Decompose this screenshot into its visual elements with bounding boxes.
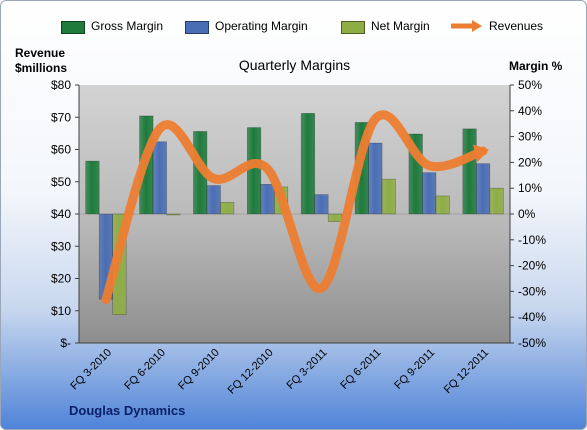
left-axis-label-line2: $millions: [15, 61, 68, 75]
legend-swatch-net-margin: [341, 21, 365, 34]
legend-label-revenues: Revenues: [489, 19, 544, 33]
right-tick-label: 0%: [518, 207, 536, 221]
category-label: FQ 6-2011: [338, 347, 383, 392]
category-label: FQ 9-2011: [392, 347, 437, 392]
left-tick-label: $50: [51, 175, 71, 189]
left-tick-label: $70: [51, 110, 71, 124]
bar-operating-margin: [206, 185, 221, 215]
bar-net-margin: [489, 187, 504, 215]
left-axis-label-line1: Revenue: [15, 46, 66, 60]
revenue-arrowhead: [472, 144, 489, 162]
legend-label-net-margin: Net Margin: [371, 19, 430, 33]
right-tick-label: 40%: [518, 104, 542, 118]
bar-operating-margin: [476, 163, 491, 215]
left-tick-label: $80: [51, 78, 71, 92]
bar-gross-margin: [85, 160, 100, 215]
chart-title: Quarterly Margins: [238, 57, 351, 73]
category-label: FQ 3-2011: [284, 347, 329, 392]
right-tick-label: -20%: [518, 259, 546, 273]
bar-net-margin: [327, 213, 342, 223]
legend-line-revenues: [451, 20, 482, 32]
bar-net-margin: [220, 202, 235, 215]
left-tick-label: $-: [60, 336, 71, 350]
category-label: FQ 12-2010: [226, 347, 276, 397]
bar-gross-margin: [300, 113, 315, 215]
left-tick-label: $60: [51, 143, 71, 157]
category-label: FQ 6-2010: [122, 347, 168, 393]
legend-swatch-gross-margin: [61, 21, 85, 34]
legend-swatch-operating-margin: [185, 21, 209, 34]
bar-gross-margin: [247, 127, 262, 215]
right-tick-label: 50%: [518, 78, 542, 92]
legend-label-gross-margin: Gross Margin: [91, 19, 164, 33]
left-tick-label: $40: [51, 207, 71, 221]
left-tick-label: $10: [51, 304, 71, 318]
right-tick-label: 20%: [518, 155, 542, 169]
right-axis-label: Margin %: [509, 59, 563, 73]
category-label: FQ 3-2010: [68, 347, 114, 393]
right-tick-label: -10%: [518, 233, 546, 247]
bar-net-margin: [381, 178, 396, 215]
bar-operating-margin: [422, 172, 437, 215]
category-label: FQ 9-2010: [176, 347, 222, 393]
right-tick-label: 30%: [518, 130, 542, 144]
right-tick-label: -30%: [518, 284, 546, 298]
right-tick-label: -50%: [518, 336, 546, 350]
bar-net-margin: [435, 195, 450, 215]
bar-gross-margin: [462, 128, 477, 215]
bar-operating-margin: [152, 141, 167, 215]
left-tick-label: $20: [51, 272, 71, 286]
right-tick-label: -40%: [518, 310, 546, 324]
category-label: FQ 12-2011: [442, 347, 491, 396]
bar-operating-margin: [314, 194, 329, 215]
bar-operating-margin: [368, 142, 383, 215]
bar-operating-margin: [260, 184, 275, 215]
company-label: Douglas Dynamics: [69, 403, 186, 418]
left-tick-label: $30: [51, 239, 71, 253]
right-tick-label: 10%: [518, 181, 542, 195]
legend-label-operating-margin: Operating Margin: [215, 19, 308, 33]
